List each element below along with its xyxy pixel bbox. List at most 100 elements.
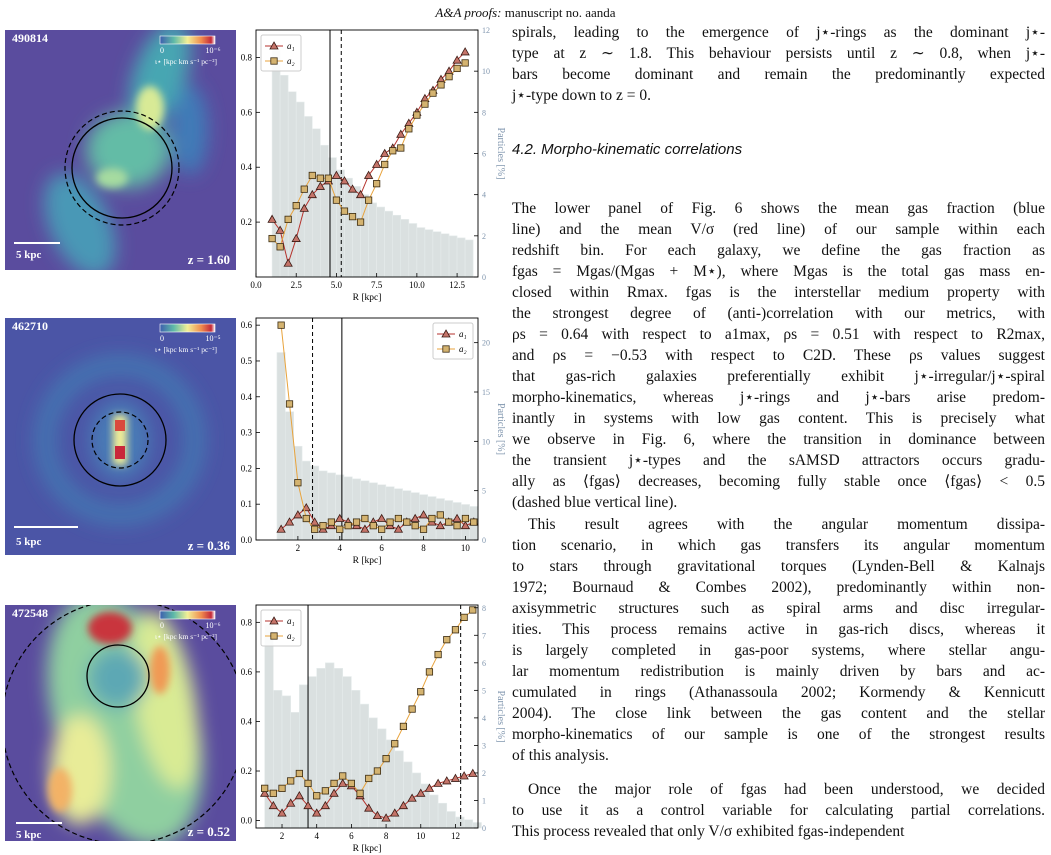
plot-frame: [255, 604, 479, 829]
y-tick-label: 0.6: [241, 107, 253, 117]
square-marker: [330, 779, 338, 788]
square-marker: [302, 514, 310, 523]
square-marker: [361, 514, 369, 523]
square-marker: [284, 215, 292, 223]
running-header: A&A proofs: manuscript no. aanda: [0, 5, 1051, 21]
x-tick-label: 10.0: [409, 280, 425, 290]
text-line: type at z ∼ 1.8. This behaviour persists…: [512, 45, 1045, 62]
histogram-bar: [432, 231, 442, 278]
colorbar-label: ι⋆ [kpc km s⁻¹ pc⁻²]: [155, 57, 217, 66]
triangle-marker: [393, 524, 404, 533]
colorbar-label: ι⋆ [kpc km s⁻¹ pc⁻²]: [155, 345, 217, 354]
square-marker: [268, 234, 276, 243]
histogram-bar: [463, 819, 474, 829]
square-marker: [399, 722, 408, 731]
text-line: tion scenario, in which gas transfers it…: [512, 537, 1045, 554]
triangle-marker: [284, 517, 295, 526]
square-marker: [391, 740, 399, 748]
triangle-marker: [320, 800, 331, 810]
square-marker: [461, 514, 470, 523]
histogram-bar: [343, 476, 353, 541]
square-marker: [295, 769, 303, 778]
square-marker: [313, 792, 321, 800]
y2-tick-label: 15: [482, 388, 490, 397]
colorbar-min: 0: [160, 46, 164, 55]
triangle-marker: [294, 790, 305, 800]
square-marker: [429, 89, 437, 97]
histogram-bar: [320, 144, 329, 278]
y-tick-label: 0.2: [241, 766, 252, 776]
histogram-bar: [446, 811, 456, 829]
x-tick-label: 10: [461, 543, 471, 553]
y2-tick-label: 7: [482, 631, 486, 640]
y2-tick-label: 2: [482, 769, 486, 778]
square-marker: [304, 779, 312, 788]
square-marker: [339, 772, 347, 780]
square-marker: [287, 777, 295, 785]
triangle-marker: [268, 800, 279, 810]
text-line: (dashed blue vertical line).: [512, 494, 678, 511]
x-axis-label: R [kpc]: [353, 556, 382, 566]
y2-tick-label: 0: [482, 824, 486, 833]
y2-tick-label: 6: [482, 659, 486, 668]
y2-tick-label: 5: [482, 686, 486, 695]
paragraph: Once the major role of fgas had been und…: [512, 779, 1045, 842]
y2-tick-label: 8: [482, 108, 486, 117]
section-heading: 4.2. Morpho-kinematic correlations: [512, 141, 743, 158]
triangle-marker: [277, 808, 287, 817]
triangle-marker: [329, 788, 339, 797]
text-line: to stars through gravitational torques (…: [512, 558, 1045, 575]
histogram-bar: [402, 490, 412, 541]
x-tick-label: 4: [314, 831, 319, 841]
legend-marker: [269, 41, 279, 50]
histogram-bar: [352, 478, 362, 541]
histogram-bar: [276, 352, 286, 541]
square-marker: [470, 518, 478, 526]
map-image: [5, 30, 236, 270]
square-marker: [356, 218, 365, 226]
y-tick-label: 0.0: [241, 816, 253, 826]
galaxy-id: 472548: [12, 606, 48, 620]
text-line: axisymmetric structures such as spiral a…: [512, 600, 1045, 617]
triangle-marker: [410, 513, 420, 522]
y2-tick-label: 6: [482, 150, 486, 159]
triangle-marker: [299, 203, 309, 212]
x-tick-label: 6: [349, 831, 354, 841]
scale-label: 5 kpc: [16, 249, 41, 261]
triangle-marker: [355, 189, 366, 199]
y2-axis-label: Particles [%]: [495, 403, 505, 455]
square-marker: [311, 525, 319, 533]
square-marker: [277, 321, 285, 329]
x-tick-label: 6: [379, 543, 384, 553]
square-marker: [460, 613, 468, 621]
square-marker: [425, 668, 434, 676]
histogram-bar: [456, 237, 466, 278]
triangle-marker: [372, 810, 383, 820]
triangle-marker: [315, 181, 326, 190]
histogram-bar: [440, 233, 450, 278]
y-tick-label: 0.6: [241, 320, 253, 330]
square-marker: [321, 787, 329, 795]
square-marker: [340, 207, 349, 215]
square-marker: [292, 202, 300, 210]
square-marker: [437, 81, 445, 89]
square-marker: [461, 59, 469, 67]
text-line: 1972; Bournaud & Combes 2002), predomina…: [512, 579, 1045, 596]
square-marker: [408, 705, 416, 713]
square-marker: [405, 125, 413, 133]
histogram-bar: [368, 202, 377, 278]
legend-label: a₂: [287, 56, 295, 66]
square-marker: [443, 636, 451, 644]
galaxy-id: 462710: [12, 319, 48, 333]
square-marker: [386, 518, 394, 526]
legend-marker: [270, 57, 278, 65]
square-marker: [278, 784, 286, 792]
histogram-bar: [352, 186, 361, 278]
square-marker: [347, 779, 355, 788]
y-tick-label: 0.1: [241, 499, 252, 509]
square-marker: [451, 626, 460, 634]
text-line: we observe in Fig. 6, where the transiti…: [512, 431, 1045, 448]
square-marker: [294, 479, 302, 487]
legend-label: a₁: [459, 329, 467, 339]
